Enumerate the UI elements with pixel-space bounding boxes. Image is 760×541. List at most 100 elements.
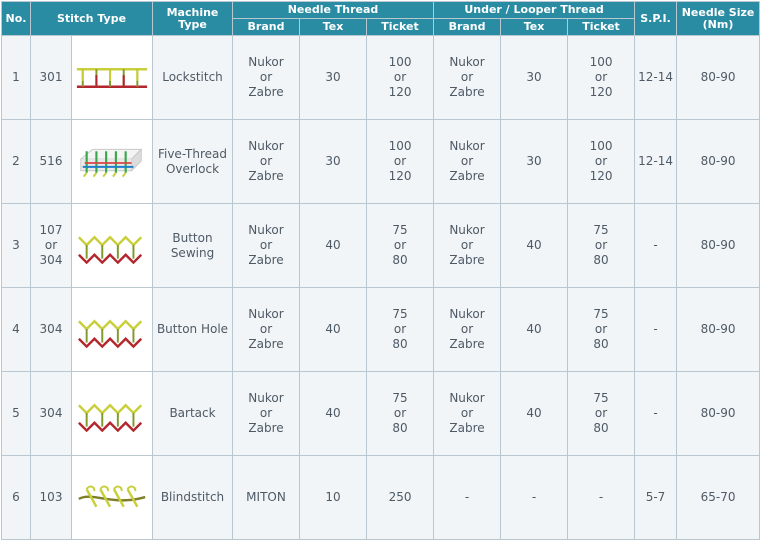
needle-size: 80-90	[676, 371, 760, 456]
machine-type-line: Sewing	[170, 245, 215, 260]
under-tex: 40	[500, 203, 569, 288]
needle-brand: Nukor or Zabre	[232, 203, 300, 288]
under-ticket-line: 75	[593, 391, 609, 405]
stitch-code: 107 or 304	[30, 203, 72, 288]
blindstitch-diagram-icon	[77, 484, 147, 508]
under-ticket-line: 75	[593, 223, 609, 237]
needle-tex: 10	[299, 455, 367, 540]
under-ticket-line: 80	[593, 253, 609, 267]
header-machine-type: Machine Type	[152, 1, 233, 36]
under-tex: 30	[500, 35, 569, 120]
stitch-code-line: or	[44, 238, 58, 252]
spi: 12-14	[634, 35, 678, 120]
needle-ticket: 100 or 120	[365, 35, 435, 120]
needle-ticket-line: or	[393, 238, 407, 252]
under-ticket: 75 or 80	[567, 287, 636, 372]
table-body: 1 301 Lockstitch Nukor or Zabre 30 100 or 120 Nuko…	[1, 35, 760, 540]
needle-size: 80-90	[676, 287, 760, 372]
spi: -	[634, 203, 678, 288]
zigzag-diagram-icon	[77, 319, 143, 348]
under-ticket-line: or	[594, 322, 608, 336]
needle-brand-line: Nukor	[248, 307, 284, 321]
row-number: 5	[1, 371, 31, 456]
needle-ticket-line: 120	[388, 169, 412, 183]
spi: 12-14	[634, 119, 678, 204]
zigzag-diagram-icon	[77, 403, 143, 432]
stitch-code-line: 107	[39, 223, 63, 237]
stitch-code-line: 516	[39, 154, 63, 168]
under-brand-line: Nukor	[449, 55, 485, 69]
under-ticket: -	[567, 455, 636, 540]
needle-ticket-line: or	[393, 322, 407, 336]
zigzag-diagram-icon	[77, 235, 143, 264]
row-number: 6	[1, 455, 31, 540]
header-needle-tex: Tex	[299, 18, 367, 36]
needle-brand-line: Nukor	[248, 223, 284, 237]
needle-size: 80-90	[676, 35, 760, 120]
machine-type-line: Button Hole	[156, 322, 229, 336]
lockstitch-diagram-icon	[75, 67, 149, 88]
stitch-image-cell	[71, 119, 153, 204]
row-number: 3	[1, 203, 31, 288]
under-ticket-line: 75	[593, 307, 609, 321]
needle-brand-line: Nukor	[248, 391, 284, 405]
needle-tex: 40	[299, 203, 367, 288]
under-brand-line: or	[460, 406, 474, 420]
spi: -	[634, 371, 678, 456]
under-brand-line: Nukor	[449, 307, 485, 321]
under-ticket-line: or	[594, 406, 608, 420]
needle-brand-line: or	[259, 154, 273, 168]
needle-ticket-line: 75	[392, 223, 408, 237]
table-row: 2 516 Five-Thread Overlock Nukor or Zabre 30 100…	[1, 119, 760, 204]
under-brand: Nukor or Zabre	[433, 119, 502, 204]
needle-ticket: 100 or 120	[365, 119, 435, 204]
needle-size: 65-70	[676, 455, 760, 540]
under-tex: 40	[500, 371, 569, 456]
machine-type: Lockstitch	[152, 35, 233, 120]
needle-brand-line: Zabre	[248, 169, 284, 183]
stitch-code-line: 301	[39, 70, 63, 84]
machine-type-line: Bartack	[169, 406, 216, 420]
stitch-image-cell	[71, 455, 153, 540]
under-ticket-line: 80	[593, 337, 609, 351]
header-needle-size: Needle Size (Nm)	[676, 1, 760, 36]
needle-brand: MITON	[232, 455, 300, 540]
needle-brand: Nukor or Zabre	[232, 35, 300, 120]
machine-type: Button Hole	[152, 287, 233, 372]
header-spi: S.P.I.	[634, 1, 678, 36]
row-number: 4	[1, 287, 31, 372]
machine-type-line: Lockstitch	[162, 70, 223, 84]
stitch-code: 301	[30, 35, 72, 120]
machine-type-line: Overlock	[165, 161, 220, 176]
stitch-code: 103	[30, 455, 72, 540]
stitch-code-line: 304	[39, 253, 63, 267]
machine-type: Blindstitch	[152, 455, 233, 540]
under-ticket-line: or	[594, 154, 608, 168]
under-brand-line: Nukor	[449, 223, 485, 237]
stitch-code-line: 103	[39, 490, 63, 504]
needle-brand-line: or	[259, 322, 273, 336]
machine-type: Button Sewing	[152, 203, 233, 288]
header-needle-ticket: Ticket	[365, 18, 435, 36]
needle-ticket-line: 80	[392, 337, 408, 351]
under-brand: Nukor or Zabre	[433, 35, 502, 120]
under-ticket-line: 80	[593, 421, 609, 435]
stitch-code: 516	[30, 119, 72, 204]
under-tex: 30	[500, 119, 569, 204]
needle-ticket: 75 or 80	[365, 287, 435, 372]
header-under-ticket: Ticket	[567, 18, 636, 36]
needle-brand: Nukor or Zabre	[232, 371, 300, 456]
needle-ticket: 75 or 80	[365, 203, 435, 288]
under-ticket: 100 or 120	[567, 35, 636, 120]
needle-ticket-line: or	[393, 406, 407, 420]
under-ticket-line: 120	[589, 85, 613, 99]
under-ticket-line: 100	[589, 139, 613, 153]
header-row-sub: Brand Tex Ticket Brand Tex Ticket	[2, 18, 760, 36]
stitch-code-line: 304	[39, 322, 63, 336]
needle-brand-line: Nukor	[248, 139, 284, 153]
header-no: No.	[1, 1, 31, 36]
needle-brand-line: Zabre	[248, 253, 284, 267]
needle-brand-line: Zabre	[248, 85, 284, 99]
header-under-looper-thread: Under / Looper Thread	[433, 1, 636, 19]
